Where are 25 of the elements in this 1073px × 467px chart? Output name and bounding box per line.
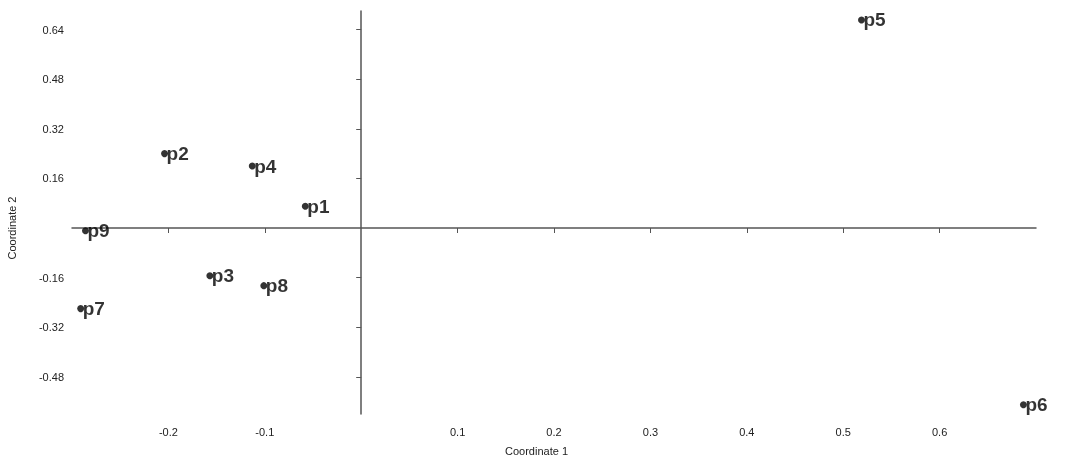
y-tick-label: 0.32 [42,122,64,135]
y-tick-label: -0.48 [38,370,64,383]
x-tick-label: 0.1 [449,425,466,438]
annotation: p1 [307,195,330,217]
x-tick-label: -0.2 [158,425,178,438]
y-tick-label: 0.48 [42,73,64,86]
x-tick-label: 0.4 [739,425,755,438]
annotation: p6 [1025,394,1048,416]
annotation: p7 [82,298,105,320]
x-tick-label: 0.6 [931,425,948,438]
x-axis-title: Coordinate 1 [505,444,569,457]
annotation: p3 [211,265,235,287]
x-tick-label: -0.1 [255,425,275,438]
annotation: p5 [863,9,887,31]
y-tick-label: -0.32 [38,321,64,334]
x-tick-label: 0.5 [835,425,851,438]
y-axis-title: Coordinate 2 [6,196,18,260]
x-tick-label: 0.2 [546,425,562,438]
annotation: p2 [166,143,189,165]
y-tick-label: -0.16 [38,271,64,284]
y-tick-label: 0.16 [42,172,64,185]
annotation: p4 [254,155,277,177]
annotation: p8 [265,275,289,297]
y-tick-label: 0.64 [42,23,64,36]
x-tick-label: 0.3 [642,425,659,438]
